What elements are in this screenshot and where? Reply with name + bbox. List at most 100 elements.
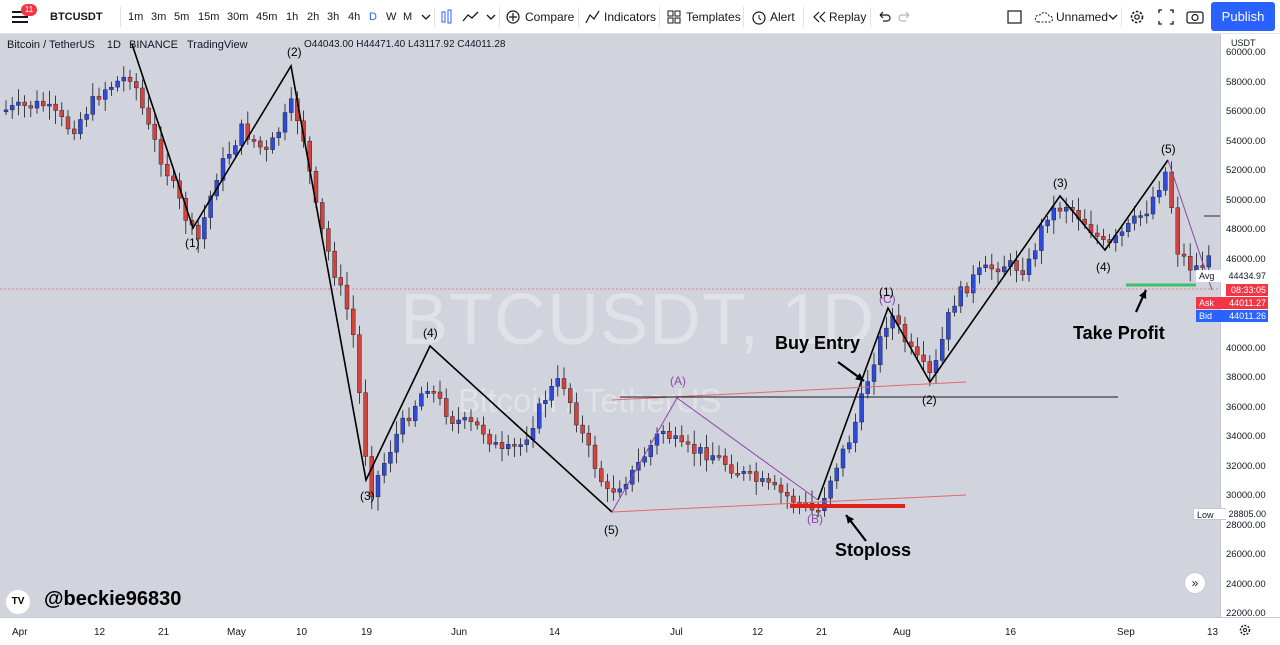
candle-body [431,391,436,394]
redo-icon[interactable] [898,0,912,34]
wave-label: (3) [1053,176,1068,190]
candle-body [1101,236,1106,240]
candle-body [9,105,15,111]
price-tick-label: 30000.00 [1226,490,1266,502]
chevron-down-icon[interactable] [421,0,431,34]
cloud-icon[interactable] [1034,0,1054,34]
candle-body [1051,207,1057,221]
replay-icon[interactable] [812,0,826,34]
candle-body [1119,231,1125,236]
candle-body [450,416,455,424]
candle-body [506,444,511,449]
interval-4h[interactable]: 4h [348,11,361,23]
fullscreen-icon[interactable] [1158,0,1174,34]
candle-body [171,175,176,181]
chart-canvas[interactable]: BTCUSDT, 1D Bitcoin / TetherUS [0,34,1220,617]
candle-body [226,154,232,159]
currency-label[interactable]: USDT [1231,38,1256,48]
time-label: Jul [670,627,683,638]
time-label: 10 [296,627,308,638]
candle-body [65,116,71,130]
chevron-down-icon[interactable] [1108,0,1118,34]
candle-body [1082,218,1088,225]
interval-3m[interactable]: 3m [151,11,167,23]
interval-3h[interactable]: 3h [327,11,340,23]
candle-body [1169,171,1174,208]
alert-button[interactable]: Alert [770,10,795,24]
candle-body [685,441,691,445]
candle-body [270,137,275,150]
candle-body [698,447,703,454]
menu-icon[interactable] [12,0,32,34]
interval-m[interactable]: M [403,11,413,23]
indicators-icon[interactable] [585,0,601,34]
author-handle: @beckie96830 [44,588,182,610]
interval-w[interactable]: W [386,11,397,23]
layout-name[interactable]: Unnamed [1056,10,1109,24]
price-tick-label: 58000.00 [1226,76,1266,88]
candle-body [878,336,883,365]
candles-icon[interactable] [440,0,454,34]
candle-body [394,433,399,453]
alarm-clock-icon[interactable] [751,0,767,34]
interval-d[interactable]: D [369,11,377,23]
candle-body [406,417,412,422]
candle-body [102,89,108,100]
candle-body [940,339,945,361]
templates-button[interactable]: Templates [686,10,741,24]
interval-45m[interactable]: 45m [256,11,278,23]
interval-1m[interactable]: 1m [128,11,144,23]
corrective-wave-line [611,397,819,513]
candle-body [239,123,244,146]
price-tick-label: 52000.00 [1226,165,1266,177]
interval-2h[interactable]: 2h [307,11,320,23]
candle-body [251,139,257,142]
legend-title: Bitcoin / TetherUS [7,39,95,51]
candle-body [332,250,337,278]
candle-body [220,158,226,181]
undo-icon[interactable] [877,0,891,34]
avg-price-value: 44434.97 [1226,270,1268,282]
candle-body [1057,207,1063,212]
replay-button[interactable]: Replay [829,10,867,24]
price-tick-label: 56000.00 [1226,106,1266,118]
candle-body [121,76,127,82]
layout-single-icon[interactable] [1007,0,1023,34]
price-tick-label: 46000.00 [1226,253,1266,265]
candle-body [425,391,430,394]
interval-1h[interactable]: 1h [286,11,299,23]
candle-body [964,286,970,294]
candle-body [375,475,381,498]
time-axis[interactable]: Apr 12 21 May 10 19 Jun 14 Jul 12 21 Aug… [0,617,1280,645]
symbol-search[interactable]: BTCUSDT [50,11,103,23]
candle-body [146,107,151,125]
elliott-wave-line [131,43,613,513]
publish-button[interactable]: Publish [1211,2,1275,31]
price-tick-label: 24000.00 [1226,578,1266,590]
compare-icon[interactable] [506,0,522,34]
interval-30m[interactable]: 30m [227,11,249,23]
indicators-button[interactable]: Indicators [604,10,657,24]
top-toolbar: 11 BTCUSDT 1m 3m 5m 15m 30m 45m 1h 2h 3h… [0,0,1280,34]
candle-body [3,109,9,113]
compare-button[interactable]: Compare [525,10,575,24]
line-chart-icon[interactable] [462,0,480,34]
candle-body [512,444,517,447]
elliott-wave-line [817,159,1169,501]
chevron-down-icon[interactable] [486,0,496,34]
gear-icon[interactable] [1238,623,1252,640]
candle-body [344,284,350,310]
candle-body [1039,225,1044,251]
legend-interval: 1D [106,39,121,51]
interval-5m[interactable]: 5m [174,11,190,23]
candle-body [487,433,492,445]
candle-body [1150,196,1156,215]
time-label: 19 [361,627,373,638]
candle-body [778,484,784,493]
templates-icon[interactable] [667,0,681,34]
gear-icon[interactable] [1128,0,1146,34]
chart-legend[interactable]: Bitcoin / TetherUS 1D BINANCE TradingVie… [7,39,505,51]
interval-15m[interactable]: 15m [198,11,220,23]
scroll-to-realtime-icon[interactable]: » [1184,572,1206,594]
camera-icon[interactable] [1186,0,1204,34]
